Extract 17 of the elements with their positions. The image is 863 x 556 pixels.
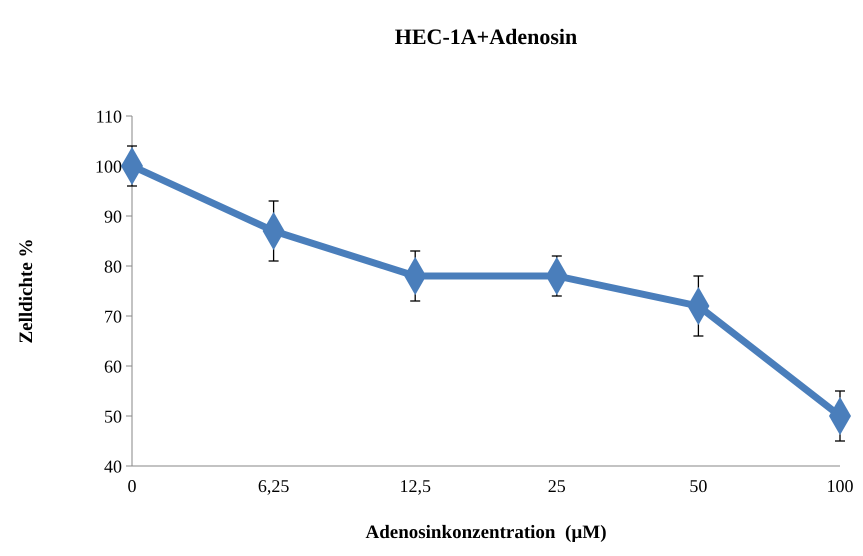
y-tick-label: 100: [95, 156, 122, 176]
y-tick-label: 80: [104, 256, 122, 276]
chart-title: HEC-1A+Adenosin: [394, 24, 578, 49]
x-tick-label: 50: [689, 476, 708, 496]
x-tick-label: 25: [548, 476, 566, 496]
x-axis-title: Adenosinkonzentration (µM): [365, 522, 607, 543]
y-tick-label: 70: [104, 306, 122, 326]
y-tick-label: 90: [104, 206, 122, 226]
x-tick-label: 12,5: [399, 476, 431, 496]
x-tick-label: 100: [826, 476, 854, 496]
x-tick-label: 6,25: [258, 476, 290, 496]
y-tick-label: 110: [96, 106, 122, 126]
y-tick-label: 40: [104, 456, 122, 476]
x-tick-label: 0: [128, 476, 136, 496]
y-tick-label: 60: [104, 356, 122, 376]
y-axis-title: Zelldichte %: [16, 238, 37, 344]
y-tick-label: 50: [104, 406, 122, 426]
